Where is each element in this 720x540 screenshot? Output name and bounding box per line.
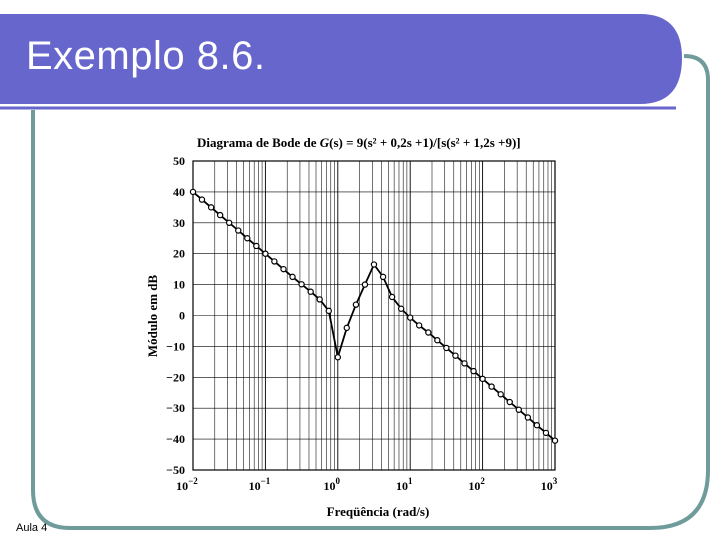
data-point [415, 322, 423, 329]
data-point [216, 211, 224, 219]
data-point [379, 273, 387, 281]
chart-title-formula: (s) = 9(s² + 0,2s +1)/[s(s² + 1,2s +9)] [329, 135, 520, 150]
data-point [298, 281, 305, 288]
data-point [280, 265, 287, 273]
x-tick-label: 103 [541, 476, 558, 493]
bode-chart: Diagrama de Bode de G(s) = 9(s² + 0,2s +… [145, 135, 559, 519]
data-point [244, 235, 251, 242]
data-point [370, 261, 378, 268]
series-line [192, 191, 556, 442]
y-tick-label: 20 [173, 247, 185, 261]
data-point [235, 227, 242, 234]
data-point [225, 219, 233, 227]
y-tick-label: −50 [166, 463, 185, 477]
chart-title-prefix: Diagrama de Bode de [197, 135, 320, 150]
data-point [443, 344, 450, 352]
y-tick-label: −20 [166, 370, 185, 384]
data-point [542, 429, 550, 437]
y-tick-label: 10 [173, 278, 185, 292]
data-point [488, 383, 495, 390]
data-point [334, 354, 341, 361]
data-point [361, 281, 369, 288]
data-point [533, 421, 541, 429]
data-point [207, 204, 215, 211]
data-point [434, 337, 441, 344]
data-point [198, 196, 206, 203]
x-tick-labels: 10−2 10−1 100 101 102 103 [176, 476, 558, 493]
chart-title: Diagrama de Bode de G(s) = 9(s² + 0,2s +… [197, 135, 521, 150]
y-tick-label: 30 [173, 216, 185, 230]
data-point [262, 250, 269, 257]
data-point [343, 324, 350, 332]
data-point [316, 296, 323, 303]
y-tick-label: −10 [166, 339, 185, 353]
y-tick-label: 50 [173, 154, 185, 168]
data-point [407, 314, 414, 321]
y-tick-label: 40 [173, 185, 185, 199]
x-axis-label: Freqüência (rad/s) [327, 504, 430, 519]
data-point [524, 414, 532, 421]
data-point [397, 305, 405, 312]
slide-border [31, 54, 710, 530]
data-point [325, 307, 332, 315]
data-point [461, 360, 468, 367]
data-point [189, 188, 197, 196]
footer-label: Aula 4 [16, 522, 48, 534]
data-point [425, 329, 432, 336]
data-point [497, 391, 504, 398]
title-band [0, 14, 682, 104]
data-point [506, 398, 513, 406]
x-tick-label: 101 [396, 476, 413, 493]
x-tick-label: 102 [468, 476, 485, 493]
y-tick-labels: 50 40 30 20 10 0 −10 −20 −30 −40 −50 [166, 154, 185, 477]
data-point [289, 273, 296, 281]
y-tick-label: −30 [166, 401, 185, 415]
series-group [189, 188, 559, 444]
data-point [352, 301, 360, 308]
data-point [271, 258, 278, 265]
x-tick-label: 100 [324, 476, 341, 493]
y-tick-label: −40 [166, 432, 185, 446]
grid [192, 160, 555, 471]
x-tick-label: 10−1 [249, 476, 271, 493]
slide-title: Exemplo 8.6. [26, 34, 266, 78]
data-point [307, 288, 314, 295]
data-point [452, 352, 459, 359]
y-axis-label: Módulo em dB [145, 275, 160, 358]
y-tick-label: 0 [179, 309, 185, 323]
data-point [479, 375, 486, 383]
data-point [253, 242, 260, 250]
data-point [470, 367, 477, 375]
chart-title-func: G [320, 135, 330, 150]
data-point [515, 406, 522, 413]
x-tick-label: 10−2 [176, 476, 198, 493]
data-point [388, 293, 396, 301]
plot-frame [192, 160, 556, 471]
data-point [551, 437, 559, 444]
